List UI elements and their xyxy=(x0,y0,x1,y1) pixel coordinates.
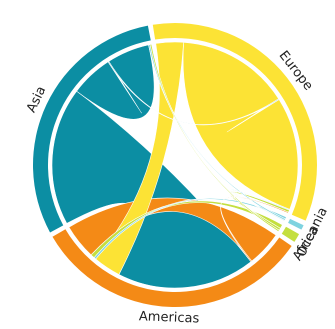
ribbon-oceania-to-europe xyxy=(230,189,291,222)
region-arc-americas xyxy=(52,229,292,307)
ribbon-europe-to-americas xyxy=(95,41,185,275)
region-arc-asia xyxy=(32,25,151,233)
region-label-africa: Africa xyxy=(290,224,322,264)
ribbon-oceania-to-asia xyxy=(148,44,286,221)
region-arc-europe xyxy=(152,23,318,221)
ribbon-asia-to-europe xyxy=(107,60,280,126)
ribbon-africa-to-asia xyxy=(149,43,280,233)
region-arc-africa xyxy=(281,226,300,242)
ribbon-americas-to-europe xyxy=(220,196,289,263)
ribbon-europe-to-europe xyxy=(182,41,299,210)
region-arc-oceania xyxy=(288,218,304,230)
region-label-americas: Americas xyxy=(139,309,200,326)
